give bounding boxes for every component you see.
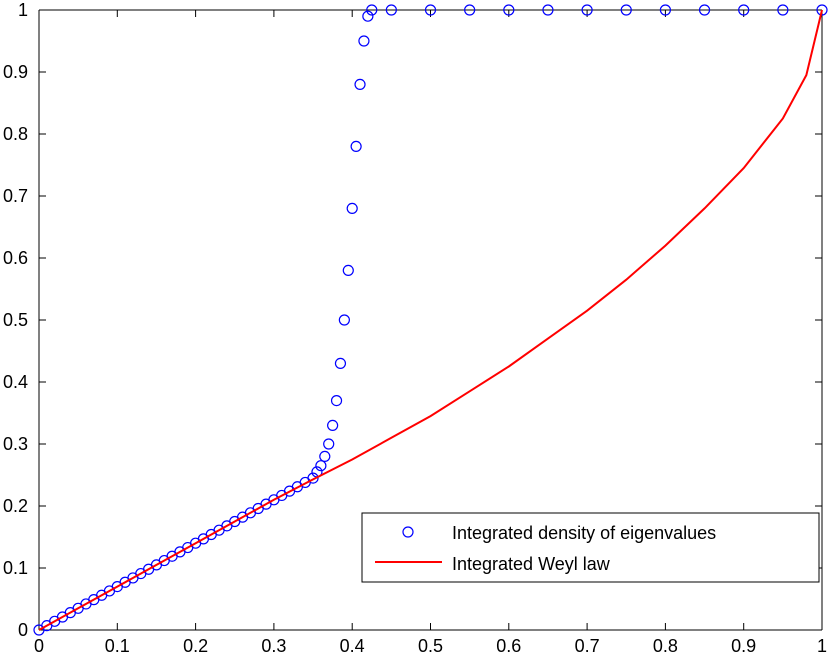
data-point	[620, 4, 632, 16]
legend-box	[361, 512, 820, 583]
x-axis-ticks: 0 0.1 0.2 0.3 0.4 0.5 0.6 0.7 0.8 0.9 1	[34, 10, 827, 656]
data-point	[334, 357, 347, 369]
data-point	[350, 140, 362, 152]
x-tick-label: 0.5	[418, 636, 443, 656]
data-point	[338, 314, 350, 326]
y-tick-label: 0.2	[3, 496, 28, 516]
data-point	[319, 450, 331, 462]
data-point	[503, 4, 515, 16]
data-point	[307, 472, 319, 484]
y-tick-label: 0.7	[3, 186, 28, 206]
x-tick-label: 1	[817, 636, 827, 656]
data-point	[777, 4, 789, 16]
x-tick-label: 0	[34, 636, 44, 656]
data-point	[358, 35, 370, 47]
data-point	[323, 438, 335, 450]
data-point	[542, 4, 554, 16]
legend: Integrated density of eigenvalues Integr…	[361, 512, 820, 583]
data-point	[327, 419, 339, 431]
data-point	[659, 4, 672, 16]
x-tick-label: 0.1	[105, 636, 130, 656]
series-layer	[33, 4, 828, 636]
data-point	[738, 4, 750, 16]
y-tick-label: 0.9	[3, 62, 28, 82]
legend-label-weyl: Integrated Weyl law	[452, 554, 611, 574]
data-point	[366, 4, 378, 16]
x-tick-label: 0.6	[496, 636, 521, 656]
x-tick-label: 0.3	[261, 636, 286, 656]
data-point	[464, 4, 476, 16]
data-point	[315, 460, 327, 472]
y-tick-label: 0.4	[3, 372, 28, 392]
series-line-weyl	[38, 9, 823, 631]
legend-label-eigenvalues: Integrated density of eigenvalues	[452, 523, 716, 543]
data-point	[362, 10, 374, 22]
data-point	[698, 4, 711, 16]
y-tick-label: 0.8	[3, 124, 28, 144]
y-tick-label: 0.3	[3, 434, 28, 454]
x-tick-label: 0.9	[731, 636, 756, 656]
data-point	[346, 202, 358, 214]
y-tick-label: 0.5	[3, 310, 28, 330]
x-tick-label: 0.8	[653, 636, 678, 656]
y-tick-label: 0.1	[3, 558, 28, 578]
x-tick-label: 0.7	[575, 636, 600, 656]
y-tick-label: 0	[18, 620, 28, 640]
data-point	[342, 264, 354, 276]
legend-marker-eigenvalues	[402, 526, 414, 538]
y-axis-ticks: 0 0.1 0.2 0.3 0.4 0.5 0.6 0.7 0.8 0.9 1	[3, 0, 822, 640]
data-point	[581, 4, 593, 16]
y-tick-label: 1	[18, 0, 28, 20]
x-tick-label: 0.2	[183, 636, 208, 656]
y-tick-label: 0.6	[3, 248, 28, 268]
data-point	[816, 4, 828, 16]
series-points-eigenvalues	[33, 4, 828, 636]
data-point	[354, 78, 366, 91]
data-point	[424, 4, 437, 16]
data-point	[330, 395, 343, 407]
data-point	[385, 4, 397, 16]
x-tick-label: 0.4	[340, 636, 365, 656]
